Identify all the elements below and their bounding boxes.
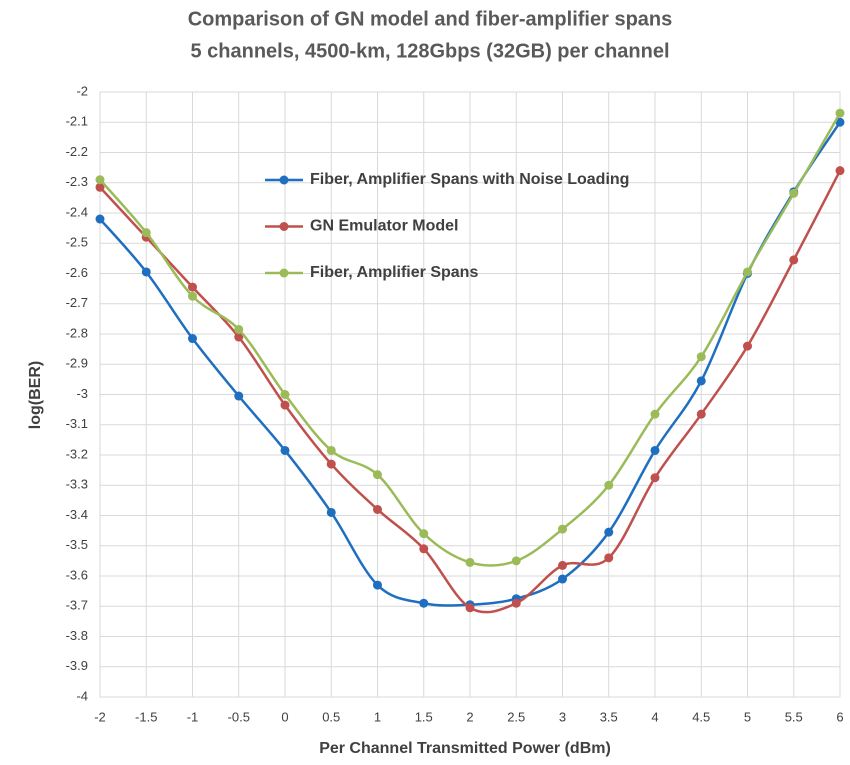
y-tick-label: -2.4 [66, 204, 88, 219]
x-tick-label: 3.5 [600, 709, 618, 724]
data-point [326, 459, 336, 469]
x-tick-label: 1.5 [415, 709, 433, 724]
x-tick-label: 4.5 [692, 709, 710, 724]
x-tick-label: -1.5 [135, 709, 157, 724]
legend-label: Fiber, Amplifier Spans [310, 264, 478, 281]
data-point [234, 391, 244, 401]
data-point [465, 557, 475, 567]
x-tick-label: 3 [559, 709, 566, 724]
data-point [280, 400, 290, 410]
y-axis-label: log(BER) [27, 361, 44, 429]
data-point [789, 255, 799, 265]
y-tick-label: -4 [76, 688, 88, 703]
y-tick-label: -3.2 [66, 446, 88, 461]
y-tick-label: -3 [76, 386, 88, 401]
data-point [419, 529, 429, 539]
chart-title: Comparison of GN model and fiber-amplifi… [188, 8, 673, 30]
data-point [234, 324, 244, 334]
y-tick-label: -2 [76, 83, 88, 98]
data-point [650, 409, 660, 419]
y-tick-label: -2.9 [66, 356, 88, 371]
x-tick-label: -0.5 [228, 709, 250, 724]
x-tick-label: 0.5 [322, 709, 340, 724]
data-point [95, 175, 105, 185]
data-point [280, 445, 290, 455]
data-point [650, 445, 660, 455]
data-point [373, 504, 382, 514]
data-point [511, 556, 521, 566]
legend-marker [279, 268, 289, 278]
y-tick-label: -3.3 [66, 477, 88, 492]
data-point [743, 267, 752, 277]
data-point [188, 334, 197, 344]
data-point [419, 544, 429, 554]
data-point [465, 603, 475, 613]
data-point [696, 409, 706, 419]
data-point [234, 332, 244, 342]
x-tick-label: 1 [374, 709, 381, 724]
data-point [141, 228, 151, 238]
x-axis-label: Per Channel Transmitted Power (dBm) [319, 740, 611, 757]
x-tick-label: 5.5 [785, 709, 803, 724]
data-point [188, 291, 197, 301]
data-point [835, 166, 845, 176]
legend-label: Fiber, Amplifier Spans with Noise Loadin… [310, 171, 629, 188]
y-tick-label: -2.1 [66, 114, 88, 129]
data-point [604, 553, 614, 563]
data-point [326, 507, 336, 517]
series-line [99, 112, 842, 567]
y-tick-label: -3.4 [66, 507, 88, 522]
y-tick-label: -2.8 [66, 325, 88, 340]
x-tick-label: -1 [187, 709, 199, 724]
y-tick-label: -2.3 [66, 174, 88, 189]
data-point [558, 574, 567, 584]
data-point [558, 524, 567, 534]
y-tick-label: -3.9 [66, 658, 88, 673]
data-point [373, 580, 382, 590]
data-point [188, 282, 197, 292]
data-point [419, 598, 429, 608]
y-tick-label: -2.7 [66, 295, 88, 310]
data-point [511, 598, 521, 608]
y-tick-label: -2.5 [66, 235, 88, 250]
data-point [373, 470, 382, 480]
data-point [743, 341, 752, 351]
legend-label: GN Emulator Model [310, 218, 458, 235]
data-point [95, 182, 105, 192]
legend-marker [279, 222, 289, 231]
x-tick-label: 6 [836, 709, 843, 724]
data-point [141, 267, 151, 277]
y-tick-label: -2.2 [66, 144, 88, 159]
chart-subtitle: 5 channels, 4500-km, 128Gbps (32GB) per … [190, 40, 669, 62]
data-point [650, 473, 660, 483]
y-tick-label: -2.6 [66, 265, 88, 280]
data-point [95, 214, 105, 224]
x-tick-label: 0 [281, 709, 288, 724]
data-point [604, 527, 614, 537]
y-tick-label: -3.6 [66, 567, 88, 582]
x-tick-label: 2.5 [507, 709, 525, 724]
data-point [696, 352, 706, 362]
y-tick-label: -3.7 [66, 598, 88, 613]
series-line [99, 121, 842, 607]
data-point [558, 560, 567, 570]
y-tick-label: -3.1 [66, 416, 88, 431]
x-tick-label: -2 [94, 709, 106, 724]
x-tick-label: 5 [744, 709, 751, 724]
data-point [280, 390, 290, 399]
data-point [696, 376, 706, 386]
legend-marker [279, 175, 289, 185]
y-tick-label: -3.5 [66, 537, 88, 552]
data-point [326, 445, 336, 455]
x-tick-label: 4 [651, 709, 658, 724]
y-tick-label: -3.8 [66, 628, 88, 643]
data-point [835, 108, 845, 118]
data-point [789, 188, 799, 198]
x-tick-label: 2 [466, 709, 473, 724]
data-point [835, 117, 845, 127]
data-point [604, 480, 614, 490]
